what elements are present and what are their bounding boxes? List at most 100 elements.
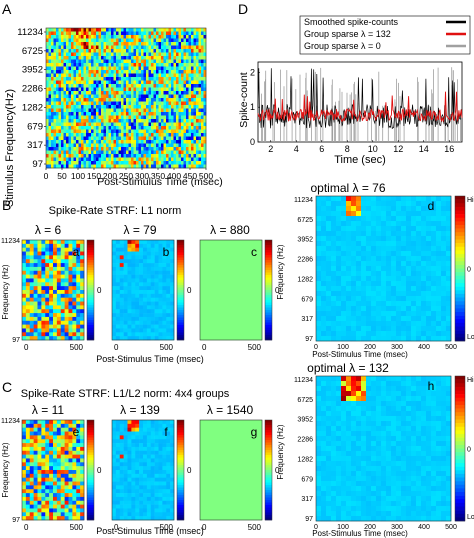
heatmap-cell: [203, 66, 207, 71]
heatmap-cell: [101, 42, 104, 46]
heatmap-cell: [366, 336, 372, 342]
heatmap-cell: [146, 66, 149, 71]
heatmap-cell: [196, 126, 199, 130]
heatmap-cell: [73, 154, 77, 158]
heatmap-cell: [64, 458, 69, 463]
heatmap-cell: [88, 122, 92, 127]
heatmap-cell: [173, 91, 177, 95]
heatmap-cell: [51, 31, 54, 36]
heatmap-cell: [148, 56, 152, 60]
heatmap-cell: [173, 154, 177, 158]
heatmap-cell: [136, 70, 139, 74]
heatmap-cell: [170, 462, 175, 467]
heatmap-cell: [56, 247, 62, 252]
heatmap-cell: [64, 301, 69, 306]
heatmap-cell: [53, 423, 58, 428]
heatmap-cell: [80, 481, 85, 486]
heatmap-cell: [56, 290, 62, 295]
heatmap-cell: [146, 94, 149, 99]
heatmap-cell: [183, 101, 187, 106]
heatmap-cell: [96, 126, 99, 130]
heatmap-cell: [73, 150, 77, 155]
heatmap-cell: [101, 98, 104, 102]
heatmap-cell: [56, 63, 59, 67]
heatmap-cell: [112, 320, 117, 325]
heatmap-cell: [33, 489, 38, 494]
heatmap-cell: [60, 470, 65, 475]
heatmap-cell: [123, 122, 127, 127]
heatmap-cell: [61, 119, 64, 123]
heatmap-cell: [188, 35, 192, 39]
heatmap-cell: [37, 297, 42, 302]
heatmap-cell: [178, 119, 182, 123]
heatmap-cell: [146, 154, 149, 158]
heatmap-cell: [131, 496, 136, 502]
heatmap-cell: [25, 446, 31, 452]
heatmap-cell: [178, 122, 182, 127]
heatmap-cell: [118, 112, 122, 116]
heatmap-cell: [146, 63, 149, 67]
heatmap-cell: [101, 63, 104, 67]
heatmap-cell: [123, 512, 128, 517]
heatmap-cell: [193, 119, 197, 123]
heatmap-cell: [111, 35, 114, 39]
heatmap-cell: [158, 336, 163, 341]
heatmap-cell: [158, 119, 162, 123]
heatmap-cell: [116, 87, 119, 92]
heatmap-cell: [103, 143, 107, 148]
heatmap-cell: [60, 301, 65, 306]
heatmap-cell: [63, 91, 67, 95]
heatmap-cell: [121, 147, 124, 151]
heatmap-cell: [150, 305, 155, 310]
heatmap-cell: [154, 446, 159, 452]
heatmap-cell: [91, 49, 94, 53]
heatmap-cell: [193, 38, 197, 43]
heatmap-cell: [139, 240, 144, 245]
heatmap-cell: [83, 38, 87, 43]
heatmap-cell: [176, 45, 179, 50]
heatmap-cell: [188, 56, 192, 60]
colorbar-segment: [265, 472, 272, 476]
heatmap-cell: [186, 164, 189, 169]
heatmap-cell: [166, 108, 169, 113]
heatmap-cell: [201, 122, 204, 127]
heatmap-cell: [76, 420, 81, 425]
heatmap-cell: [68, 161, 72, 165]
heatmap-cell: [156, 98, 159, 102]
heatmap-cell: [146, 87, 149, 92]
heatmap-cell: [150, 282, 155, 287]
heatmap-cell: [101, 105, 104, 109]
heatmap-cell: [121, 150, 124, 155]
heatmap-cell: [139, 427, 144, 432]
heatmap-cell: [72, 278, 77, 283]
heatmap-cell: [183, 126, 187, 130]
heatmap-cell: [80, 493, 85, 498]
heatmap-cell: [22, 266, 27, 272]
heatmap-cell: [91, 150, 94, 155]
heatmap-cell: [331, 211, 337, 217]
heatmap-cell: [191, 157, 194, 162]
heatmap-cell: [83, 63, 87, 67]
heatmap-cell: [49, 313, 54, 318]
heatmap-cell: [166, 140, 169, 144]
heatmap-cell: [78, 136, 82, 141]
heatmap-cell: [58, 119, 62, 123]
heatmap-cell: [60, 259, 65, 264]
heatmap-cell: [166, 91, 169, 95]
heatmap-cell: [153, 136, 157, 141]
heatmap-cell: [126, 70, 129, 74]
heatmap-cell: [81, 77, 84, 81]
heatmap-cell: [115, 240, 121, 245]
heatmap-cell: [121, 91, 124, 95]
heatmap-cell: [68, 427, 73, 432]
heatmap-cell: [33, 313, 38, 318]
heatmap-cell: [33, 243, 38, 248]
heatmap-cell: [116, 112, 119, 116]
heatmap-cell: [56, 297, 62, 302]
heatmap-cell: [53, 493, 58, 498]
heatmap-cell: [115, 427, 121, 432]
heatmap-cell: [73, 164, 77, 169]
heatmap-cell: [143, 270, 148, 275]
heatmap-cell: [133, 105, 137, 109]
heatmap-cell: [80, 443, 85, 448]
